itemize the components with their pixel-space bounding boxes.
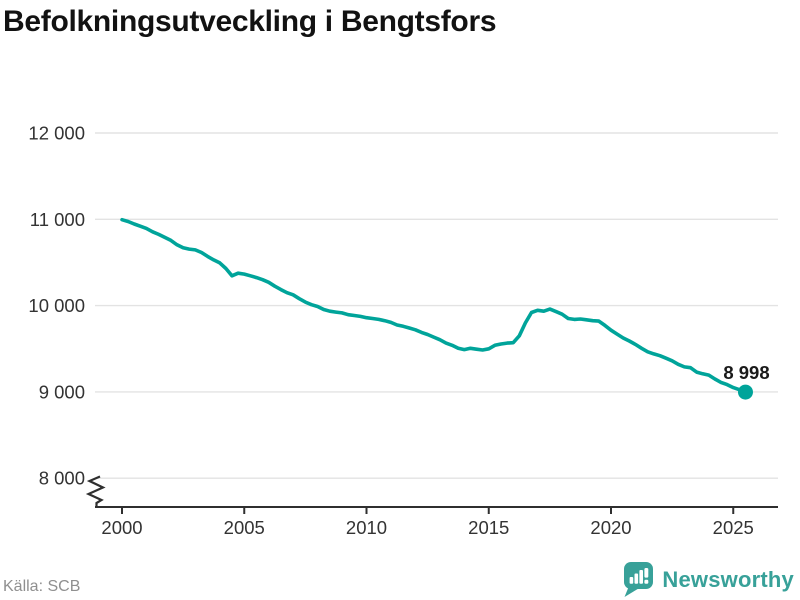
newsworthy-wordmark: Newsworthy <box>662 566 794 592</box>
x-tick-label: 2005 <box>224 517 265 538</box>
x-tick-label: 2010 <box>346 517 387 538</box>
x-tick-label: 2020 <box>590 517 631 538</box>
x-tick-label: 2000 <box>101 517 142 538</box>
newsworthy-logo[interactable]: Newsworthy <box>621 560 794 599</box>
y-tick-label: 11 000 <box>30 209 85 230</box>
y-tick-label: 9 000 <box>39 381 85 402</box>
y-axis-break-icon <box>85 475 106 507</box>
latest-value-dot <box>737 384 753 400</box>
x-tick-label: 2025 <box>713 517 754 538</box>
x-tick-label: 2015 <box>468 517 509 538</box>
newsworthy-speech-bubble-icon <box>624 562 654 597</box>
page-title: Befolkningsutveckling i Bengtsfors <box>3 5 497 38</box>
source-note: Källa: SCB <box>3 578 81 595</box>
population-line <box>120 217 748 394</box>
y-tick-label: 10 000 <box>28 295 85 316</box>
y-tick-label: 8 000 <box>39 468 85 489</box>
latest-value-label: 8 998 <box>723 362 769 383</box>
y-tick-label: 12 000 <box>28 123 85 144</box>
